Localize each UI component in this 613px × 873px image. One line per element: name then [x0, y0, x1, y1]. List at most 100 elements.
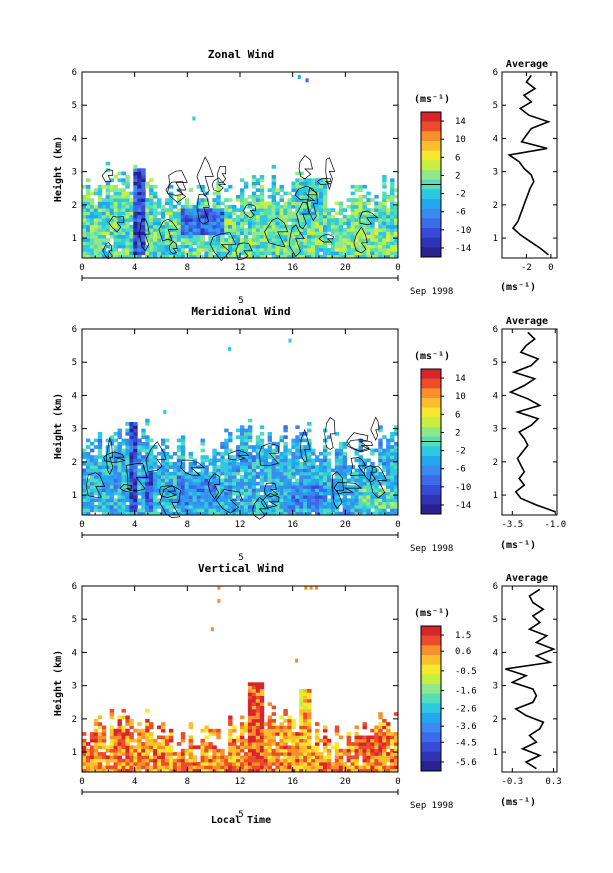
- colorbar-frame: [420, 625, 442, 772]
- heatmap-cell: [161, 508, 166, 513]
- profile-line: [508, 331, 556, 513]
- heatmap-cell: [251, 218, 257, 222]
- heatmap-cell: [287, 501, 292, 506]
- heatmap-cell: [86, 458, 91, 463]
- heatmap-cell: [275, 465, 280, 469]
- heatmap-cell: [133, 244, 138, 249]
- heatmap-cell: [311, 505, 316, 509]
- heatmap-cell: [164, 488, 170, 493]
- heatmap-cell: [283, 234, 288, 239]
- heatmap-cell: [157, 211, 162, 216]
- heatmap-cell: [319, 488, 324, 493]
- heatmap-cell: [358, 471, 363, 476]
- heatmap-cell: [212, 768, 217, 773]
- heatmap-cell: [307, 495, 312, 499]
- x-tick-label: 0: [79, 520, 84, 530]
- heatmap-cell: [149, 254, 154, 259]
- heatmap-cell: [157, 481, 162, 486]
- heatmap-cell: [358, 465, 363, 469]
- heatmap-cell: [168, 768, 174, 773]
- heatmap-cell: [362, 224, 367, 229]
- heatmap-cell: [303, 471, 308, 476]
- heatmap-cell: [366, 735, 371, 740]
- heatmap-cell: [97, 238, 103, 242]
- heatmap-cell: [240, 451, 245, 456]
- heatmap-cell: [212, 465, 217, 469]
- heatmap-cell: [259, 238, 265, 242]
- heatmap-cell: [188, 208, 193, 212]
- heatmap-cell: [180, 251, 186, 256]
- heatmap-cell: [346, 745, 351, 750]
- heatmap-cell: [216, 491, 221, 496]
- heatmap-cell: [346, 231, 351, 236]
- heatmap-cell: [117, 244, 122, 249]
- heatmap-cell: [378, 251, 383, 256]
- heatmap-cell: [208, 768, 213, 773]
- heatmap-cell: [93, 505, 99, 509]
- heatmap-cell: [342, 478, 348, 483]
- heatmap-cell: [307, 234, 312, 239]
- heatmap-cell: [153, 758, 158, 763]
- heatmap-cell: [255, 498, 261, 503]
- heatmap-cell: [224, 468, 229, 473]
- heatmap-cell: [354, 208, 359, 212]
- heatmap-cell: [161, 248, 166, 252]
- heatmap-cell: [153, 755, 158, 760]
- heatmap-cell: [97, 441, 103, 446]
- heatmap-cell: [236, 491, 241, 496]
- heatmap-cell: [370, 241, 375, 246]
- heatmap-cell: [362, 238, 367, 242]
- heatmap-cell: [307, 705, 312, 710]
- heatmap-cell: [362, 228, 367, 232]
- heatmap-cell: [255, 682, 261, 686]
- heatmap-cell: [149, 505, 154, 509]
- heatmap-cell: [216, 498, 221, 503]
- heatmap-cell: [208, 251, 213, 256]
- heatmap-cell: [145, 478, 150, 483]
- heatmap-cell: [326, 498, 332, 503]
- heatmap-cell: [394, 488, 399, 493]
- heatmap-cell: [350, 248, 355, 252]
- heatmap-cell: [129, 491, 134, 496]
- heatmap-cell: [247, 231, 253, 236]
- heatmap-cell: [109, 735, 115, 740]
- heatmap-cell: [93, 241, 99, 246]
- heatmap-cell: [247, 451, 253, 456]
- heatmap-cell: [255, 188, 261, 192]
- heatmap-cell: [303, 728, 308, 733]
- heatmap-cell: [236, 244, 241, 249]
- heatmap-cell: [303, 742, 308, 746]
- heatmap-cell: [251, 178, 257, 182]
- heatmap-cell: [204, 762, 209, 766]
- heatmap-cell: [180, 224, 186, 229]
- heatmap-cell: [275, 188, 280, 192]
- heatmap-cell: [247, 238, 253, 242]
- heatmap-cell: [117, 485, 122, 489]
- x-tick-label: 4: [132, 520, 137, 530]
- heatmap-cell: [145, 725, 150, 730]
- heatmap-cell: [358, 211, 363, 216]
- heatmap-cell: [125, 204, 130, 209]
- heatmap-cell: [279, 208, 284, 212]
- heatmap-cell: [82, 231, 87, 236]
- heatmap-cell: [394, 491, 399, 496]
- day-label: 5: [238, 553, 243, 563]
- heatmap-cell: [208, 224, 213, 229]
- heatmap-cell: [236, 511, 241, 516]
- heatmap-cell: [208, 228, 213, 232]
- heatmap-cell: [370, 208, 375, 212]
- heatmap-cell: [204, 758, 209, 763]
- heatmap-cell: [105, 478, 111, 483]
- heatmap-cell: [137, 468, 142, 473]
- heatmap-cell: [299, 725, 304, 730]
- heatmap-cell: [113, 752, 118, 756]
- heatmap-cell: [97, 471, 103, 476]
- heatmap-cell: [228, 461, 233, 466]
- heatmap-cell: [275, 768, 280, 773]
- heatmap-cell: [283, 445, 288, 449]
- heatmap-cell: [247, 248, 253, 252]
- heatmap-cell: [188, 224, 193, 229]
- heatmap-cell: [267, 722, 272, 726]
- heatmap-cell: [176, 248, 182, 252]
- heatmap-cell: [295, 481, 300, 486]
